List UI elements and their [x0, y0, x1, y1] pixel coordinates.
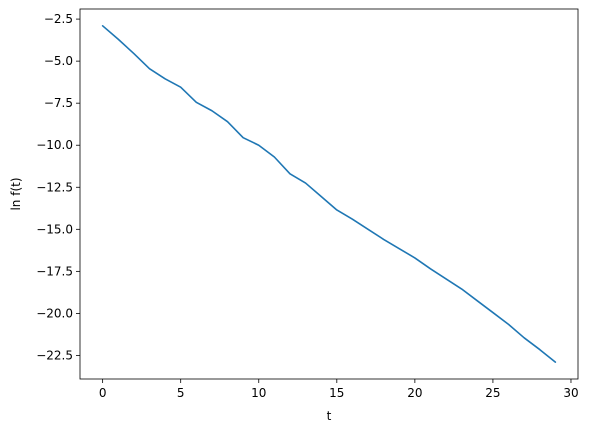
- x-tick-label: 10: [251, 386, 266, 400]
- x-tick-label: 5: [177, 386, 185, 400]
- axes-frame: [79, 8, 579, 380]
- y-tick-label: −2.5: [44, 12, 73, 26]
- x-tick-label: 30: [563, 386, 578, 400]
- x-tick-label: 0: [99, 386, 107, 400]
- y-tick-label: −22.5: [36, 348, 73, 362]
- x-tick-label: 25: [485, 386, 500, 400]
- x-tick-label: 15: [329, 386, 344, 400]
- y-tick-label: −15.0: [36, 222, 73, 236]
- y-tick-label: −12.5: [36, 180, 73, 194]
- y-tick-label: −5.0: [44, 54, 73, 68]
- x-axis-label: t: [327, 409, 332, 423]
- y-tick-label: −20.0: [36, 306, 73, 320]
- y-tick-label: −7.5: [44, 96, 73, 110]
- y-tick-label: −17.5: [36, 264, 73, 278]
- y-axis-ticks: −2.5 −5.0 −7.5 −10.0 −12.5 −15.0 −17.5 −20.0 −22…: [36, 12, 80, 362]
- plot-area-border: [79, 8, 579, 380]
- x-axis-ticks: 0 5 10 15 20 25 30: [99, 379, 579, 400]
- y-axis-label: ln f(t): [9, 177, 23, 210]
- series-layer: [101, 25, 557, 363]
- series-line: [101, 25, 557, 363]
- x-tick-label: 20: [407, 386, 422, 400]
- y-tick-label: −10.0: [36, 138, 73, 152]
